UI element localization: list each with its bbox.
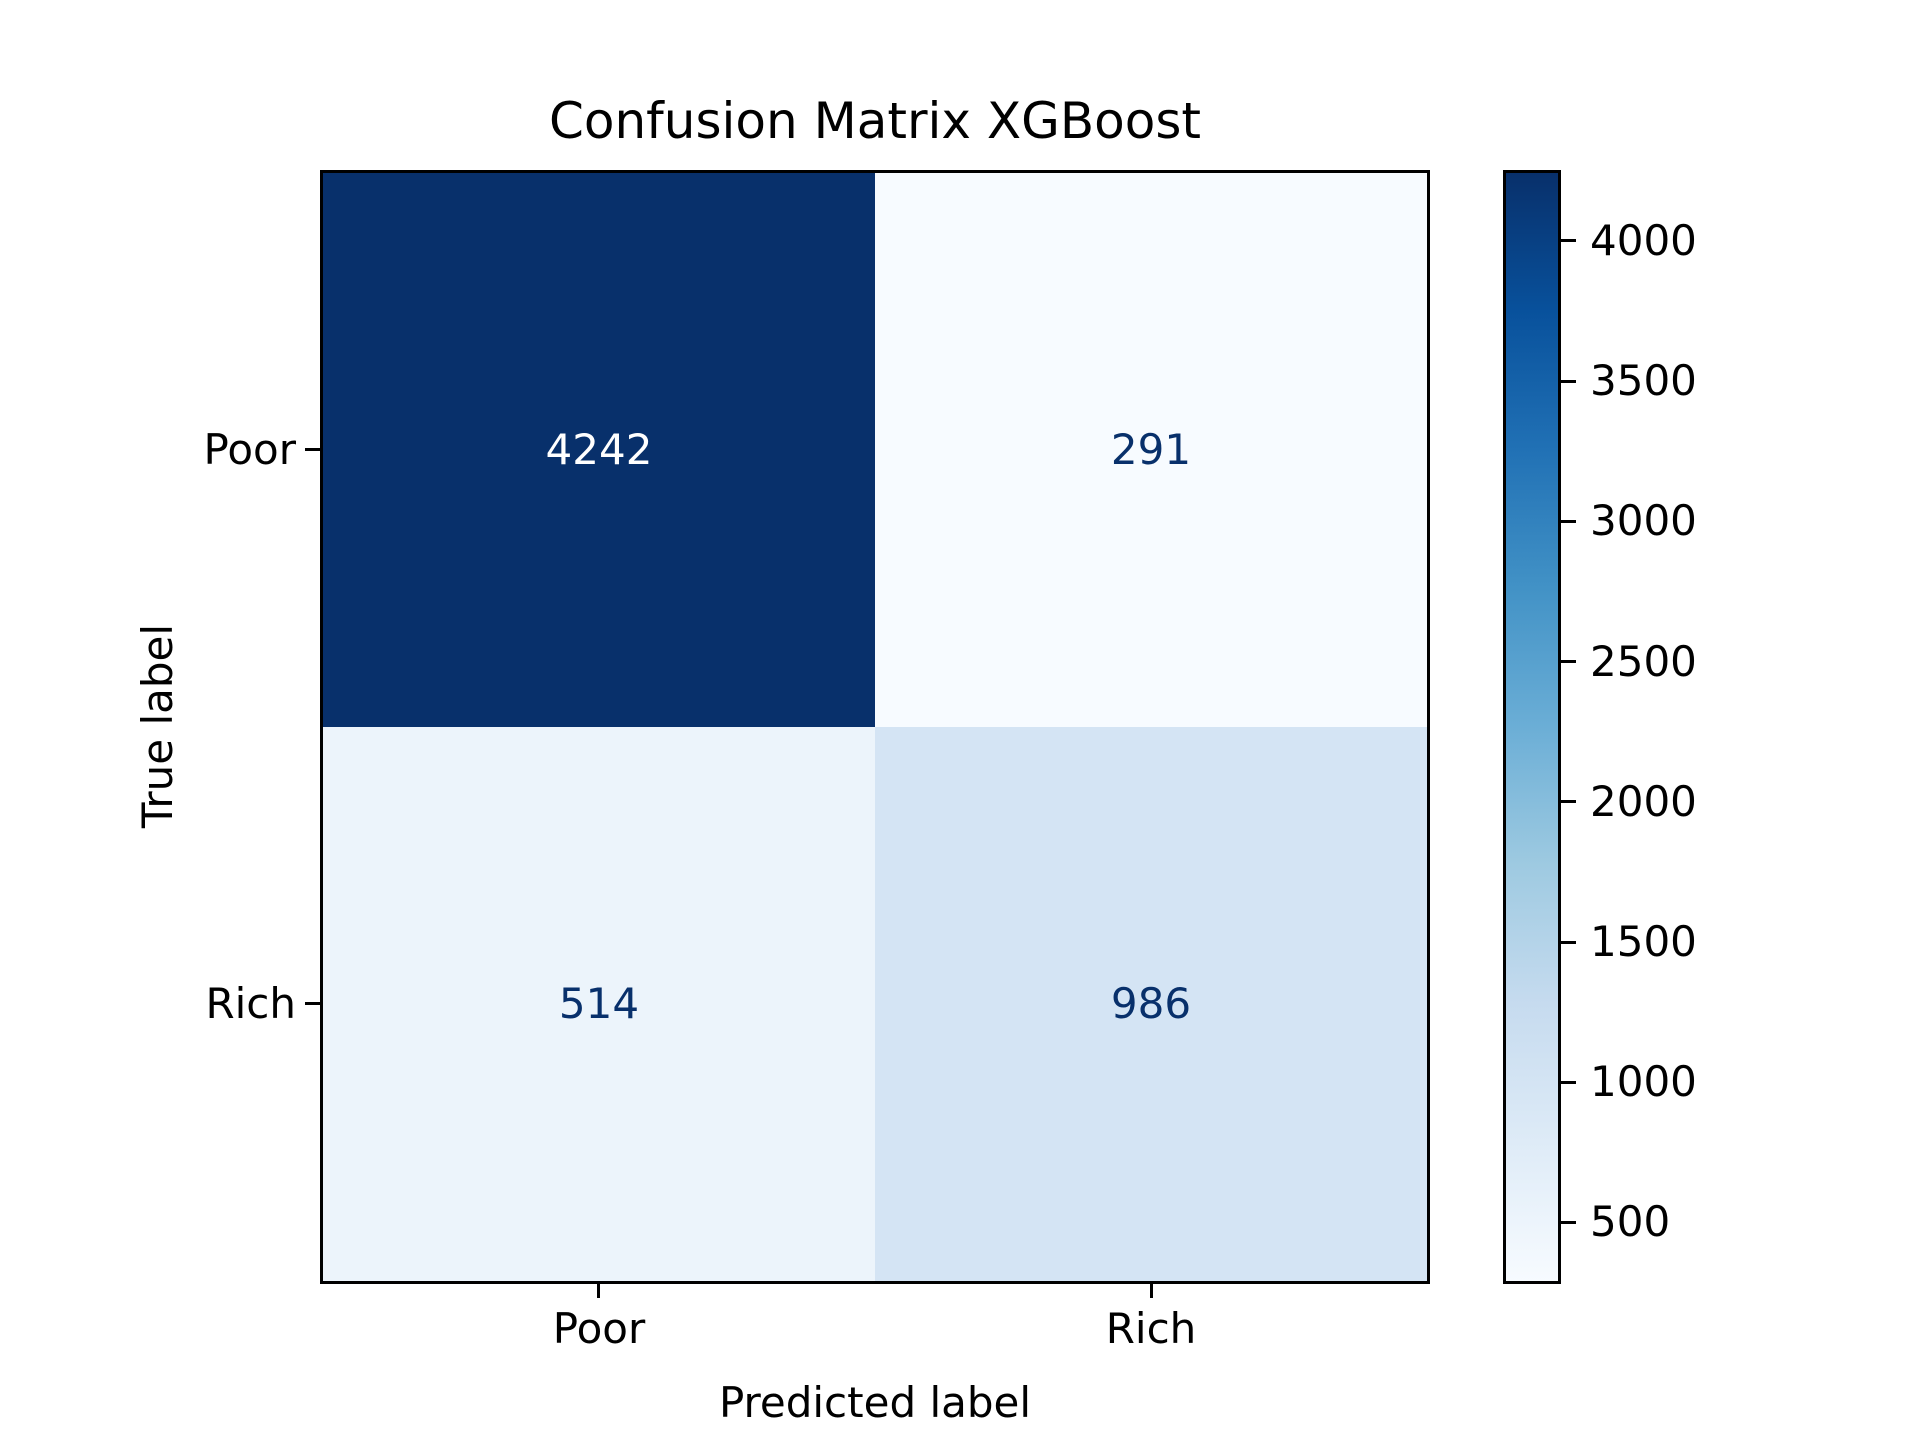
colorbar-tick-mark-500 [1561,1221,1576,1224]
colorbar-tick-label-4000: 4000 [1590,216,1697,265]
y-tick-label-rich: Rich [205,979,296,1028]
cell-value: 514 [558,979,640,1028]
x-tick-label-poor: Poor [552,1304,646,1353]
matrix-cell-true-poor-pred-rich: 291 [875,173,1427,727]
colorbar-tick-label-2000: 2000 [1590,777,1697,826]
x-tick-label-rich: Rich [1105,1304,1197,1353]
heatmap-grid: 4242 291 514 986 [320,170,1430,1284]
y-axis-title: True label [133,623,182,829]
colorbar-tick-mark-4000 [1561,239,1576,242]
colorbar-tick-mark-1500 [1561,941,1576,944]
colorbar [1503,170,1561,1284]
y-tick-label-poor: Poor [203,425,297,474]
matrix-cell-true-rich-pred-poor: 514 [323,727,875,1281]
colorbar-tick-mark-2500 [1561,660,1576,663]
matrix-cell-true-rich-pred-rich: 986 [875,727,1427,1281]
x-tick-mark-rich [1150,1283,1153,1298]
cell-value: 986 [1110,979,1192,1028]
matrix-cell-true-poor-pred-poor: 4242 [323,173,875,727]
y-tick-mark-poor [305,448,320,451]
colorbar-tick-label-3000: 3000 [1590,496,1697,545]
x-axis-title: Predicted label [718,1378,1032,1427]
colorbar-tick-mark-3000 [1561,520,1576,523]
colorbar-tick-label-3500: 3500 [1590,356,1697,405]
colorbar-tick-label-1000: 1000 [1590,1057,1697,1106]
colorbar-tick-label-2500: 2500 [1590,637,1697,686]
cell-value: 291 [1110,425,1192,474]
colorbar-tick-label-500: 500 [1590,1197,1671,1246]
colorbar-gradient [1506,173,1558,1281]
x-tick-mark-poor [597,1283,600,1298]
colorbar-tick-mark-2000 [1561,800,1576,803]
y-tick-mark-rich [305,1002,320,1005]
colorbar-tick-mark-3500 [1561,380,1576,383]
chart-title: Confusion Matrix XGBoost [548,92,1202,150]
colorbar-tick-label-1500: 1500 [1590,917,1697,966]
colorbar-tick-mark-1000 [1561,1081,1576,1084]
cell-value: 4242 [545,425,653,474]
